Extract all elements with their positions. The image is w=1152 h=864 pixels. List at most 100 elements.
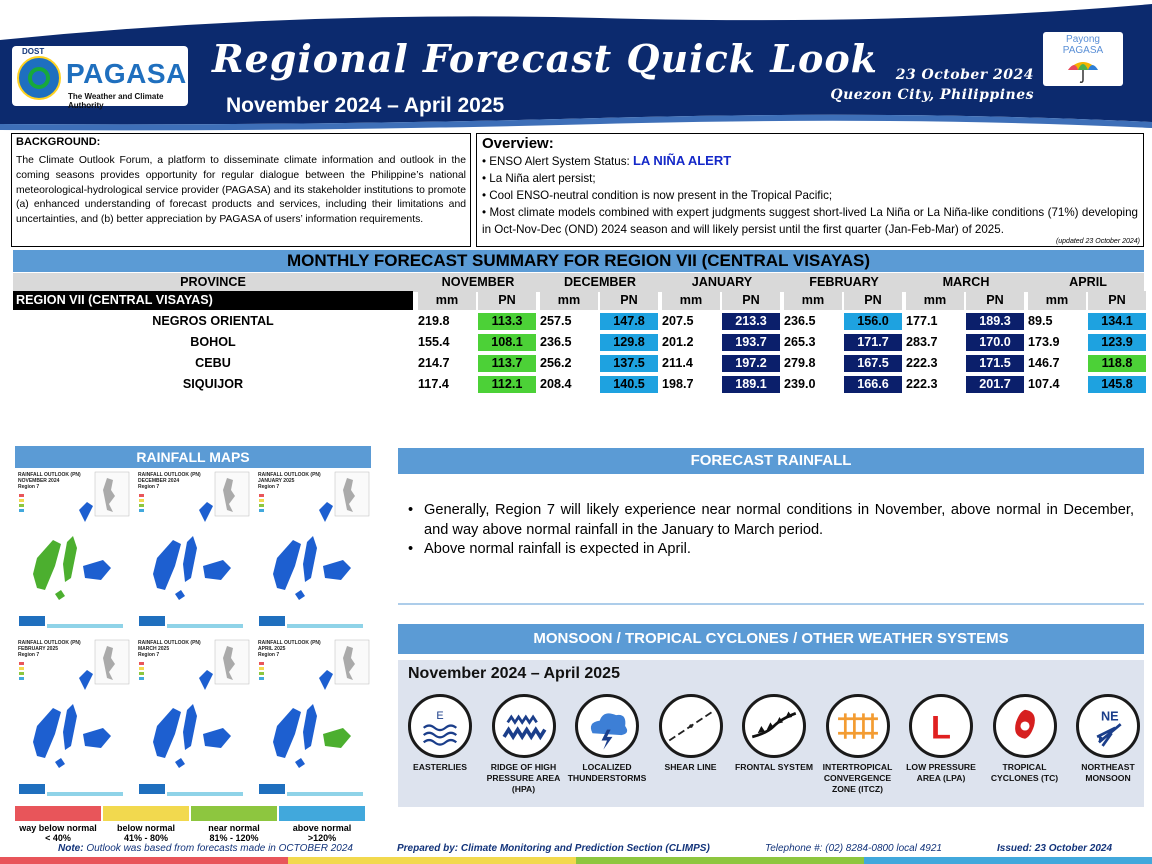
- pagasa-logo: DOST PAGASA The Weather and Climate Auth…: [12, 46, 188, 110]
- legend-swatch: [191, 806, 277, 821]
- shear-line-icon: [658, 694, 723, 758]
- background-heading: BACKGROUND:: [16, 136, 101, 148]
- overview-updated-note: (updated 23 October 2024): [1055, 238, 1140, 245]
- forecast-rainfall-heading: FORECAST RAINFALL: [398, 448, 1144, 474]
- rainfall-mm-value: 155.4: [418, 335, 450, 349]
- table-row: SIQUIJOR 117.4 112.1 208.4 140.5 198.7 189.1 23…: [13, 375, 1146, 394]
- rainfall-mm-value: 89.5: [1028, 314, 1053, 328]
- ridge-icon: [491, 694, 556, 758]
- logo-tagline: The Weather and Climate Authority: [68, 92, 164, 110]
- table-month-header-row: PROVINCE NOVEMBER DECEMBER JANUARY FEBRUARY M…: [13, 273, 1144, 292]
- legend-label: below normal 41% - 80%: [116, 823, 175, 843]
- province-header: PROVINCE: [180, 275, 246, 289]
- rainfall-map: RAINFALL OUTLOOK (PN) NOVEMBER 2024 Region…: [15, 470, 131, 636]
- low-pressure-icon: L: [909, 694, 973, 758]
- province-name: BOHOL: [190, 335, 236, 349]
- rainfall-pn-value: 113.3: [478, 313, 536, 330]
- unit-header-mm: mm: [906, 291, 964, 310]
- rainfall-pn-value: 140.5: [600, 376, 658, 393]
- rainfall-mm-value: 117.4: [418, 377, 449, 391]
- rainfall-pn-value: 113.7: [478, 355, 536, 372]
- region-label: REGION VII (CENTRAL VISAYAS): [13, 291, 413, 310]
- rainfall-mm-value: 107.4: [1028, 377, 1060, 391]
- province-name: SIQUIJOR: [182, 377, 244, 391]
- month-header: FEBRUARY: [809, 275, 879, 289]
- footer-issued: Issued: 23 October 2024: [997, 843, 1113, 854]
- rainfall-pn-value: 129.8: [600, 334, 658, 351]
- table-row: BOHOL 155.4 108.1 236.5 129.8 201.2 193.7 265.3…: [13, 333, 1146, 352]
- svg-text:NE: NE: [1101, 710, 1119, 724]
- month-header: MARCH: [942, 275, 990, 289]
- unit-header-pn: PN: [844, 291, 902, 310]
- region-map-icon: [259, 639, 370, 796]
- rainfall-pn-value: 123.9: [1088, 334, 1146, 351]
- province-name: NEGROS ORIENTAL: [152, 314, 274, 328]
- unit-header-pn: PN: [966, 291, 1024, 310]
- month-header: DECEMBER: [563, 275, 637, 289]
- region-map-icon: [19, 639, 130, 796]
- rainfall-pn-value: 147.8: [600, 313, 658, 330]
- rainfall-mm-value: 256.2: [540, 356, 572, 370]
- legend-label: way below normal < 40%: [19, 823, 97, 843]
- legend-swatch: [103, 806, 189, 821]
- unit-header-mm: mm: [662, 291, 720, 310]
- rainfall-pn-value: 108.1: [478, 334, 536, 351]
- weather-system-label: TROPICAL CYCLONES (TC): [990, 762, 1059, 783]
- rainfall-mm-value: 146.7: [1028, 356, 1060, 370]
- unit-header-mm: mm: [1028, 291, 1086, 310]
- forecast-bullet: Generally, Region 7 will likely experien…: [406, 501, 1134, 540]
- rainfall-pn-value: 156.0: [844, 313, 902, 330]
- rainfall-mm-value: 265.3: [784, 335, 816, 349]
- rainfall-pn-value: 189.3: [966, 313, 1024, 330]
- page-title: Regional Forecast Quick Look: [212, 36, 879, 81]
- rainfall-pn-value: 170.0: [966, 334, 1024, 351]
- rainfall-mm-value: 201.2: [662, 335, 694, 349]
- rainfall-mm-value: 177.1: [906, 314, 938, 328]
- issue-date: 23 October 2024: [895, 67, 1034, 83]
- rainfall-map: RAINFALL OUTLOOK (PN) APRIL 2025 Region 7: [255, 638, 371, 804]
- month-header: NOVEMBER: [441, 275, 515, 289]
- unit-header-pn: PN: [600, 291, 658, 310]
- forecast-table-title: MONTHLY FORECAST SUMMARY FOR REGION VII …: [13, 250, 1144, 272]
- unit-header-pn: PN: [722, 291, 780, 310]
- forecast-rainfall-text: Generally, Region 7 will likely experien…: [406, 501, 1134, 560]
- overview-bullet: • Cool ENSO-neutral condition is now pre…: [482, 189, 833, 202]
- map-title: RAINFALL OUTLOOK (PN) NOVEMBER 2024 Region…: [18, 472, 81, 490]
- rainfall-mm-value: 236.5: [784, 314, 816, 328]
- weather-systems-period: November 2024 – April 2025: [408, 665, 620, 682]
- payong-pagasa-logo: Payong PAGASA: [1043, 32, 1123, 86]
- weather-system-label: INTERTROPICAL CONVERGENCE ZONE (ITCZ): [822, 762, 893, 794]
- section-divider: [398, 603, 1144, 605]
- table-row: CEBU 214.7 113.7 256.2 137.5 211.4 197.2 279.8 1…: [13, 354, 1146, 373]
- legend-label: above normal >120%: [292, 823, 352, 843]
- region-map-icon: [259, 471, 370, 628]
- weather-systems-panel: November 2024 – April 2025 E EASTERLIES RI…: [398, 660, 1144, 807]
- footer-color-bar: [0, 857, 1152, 864]
- rainfall-pn-value: 193.7: [722, 334, 780, 351]
- table-unit-header-row: REGION VII (CENTRAL VISAYAS) mm PN mm PN mm PN…: [13, 291, 1146, 310]
- month-header: JANUARY: [691, 275, 753, 289]
- rainfall-maps-heading: RAINFALL MAPS: [15, 446, 371, 468]
- rainfall-mm-value: 208.4: [540, 377, 572, 391]
- rainfall-mm-value: 283.7: [906, 335, 938, 349]
- rainfall-mm-value: 257.5: [540, 314, 572, 328]
- payong-line1: Payong: [1066, 34, 1100, 45]
- footer-telephone: Telephone #: (02) 8284-0800 local 4921: [765, 843, 942, 854]
- logo-dost-text: DOST: [22, 47, 45, 56]
- easterlies-icon: E: [408, 694, 472, 758]
- rainfall-mm-value: 279.8: [784, 356, 816, 370]
- weather-system-label: LOW PRESSURE AREA (LPA): [906, 762, 976, 783]
- weather-system-label: LOCALIZED THUNDERSTORMS: [567, 762, 647, 783]
- rainfall-pn-value: 166.6: [844, 376, 902, 393]
- weather-system-label: FRONTAL SYSTEM: [735, 762, 813, 772]
- rainfall-map: RAINFALL OUTLOOK (PN) DECEMBER 2024 Region…: [135, 470, 251, 636]
- rainfall-pn-value: 167.5: [844, 355, 902, 372]
- thunderstorm-icon: [575, 694, 639, 758]
- table-row: NEGROS ORIENTAL 219.8 113.3 257.5 147.8 207.5…: [13, 312, 1146, 331]
- overview-bullet: • La Niña alert persist;: [482, 172, 596, 185]
- rainfall-mm-value: 173.9: [1028, 335, 1060, 349]
- northeast-monsoon-icon: NE: [1076, 694, 1140, 758]
- map-title: RAINFALL OUTLOOK (PN) MARCH 2025 Region 7: [138, 640, 201, 658]
- map-title: RAINFALL OUTLOOK (PN) APRIL 2025 Region 7: [258, 640, 321, 658]
- pagasa-emblem-icon: [17, 56, 61, 100]
